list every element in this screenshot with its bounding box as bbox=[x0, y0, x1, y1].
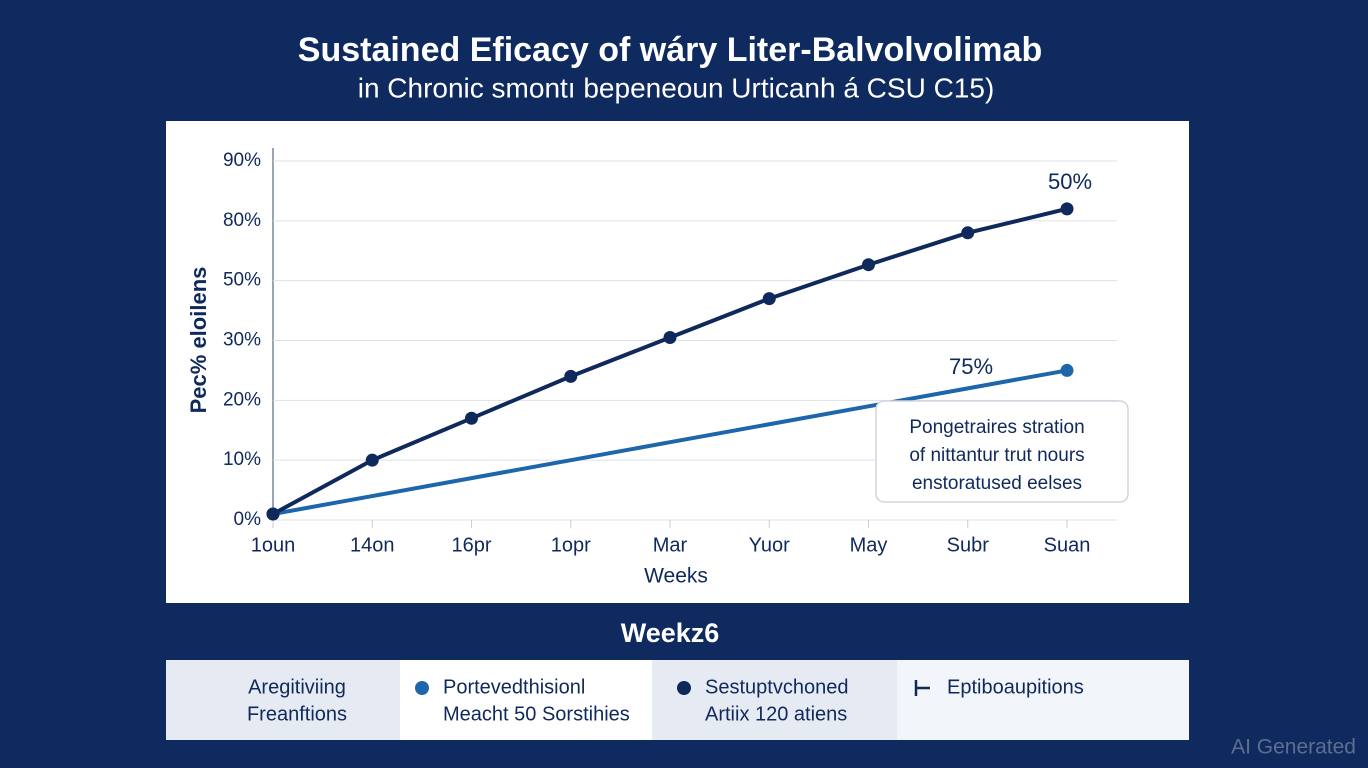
legend-text: Artiix 120 atiens bbox=[705, 703, 847, 725]
x-tick-label: 16pr bbox=[451, 534, 491, 556]
legend-entry: Sestuptvchoned bbox=[705, 676, 848, 698]
annotation: 50% bbox=[1048, 169, 1092, 194]
y-tick-label: 90% bbox=[223, 150, 261, 171]
callout-text: Pongetraires stration bbox=[909, 417, 1084, 438]
data-point bbox=[1060, 202, 1074, 216]
legend-cell bbox=[400, 660, 652, 740]
x-tick-label: 1opr bbox=[551, 534, 591, 556]
y-tick-label: 10% bbox=[223, 449, 261, 470]
legend-swatch bbox=[677, 681, 691, 695]
series-line bbox=[272, 368, 1068, 516]
legend-text: Freanftions bbox=[247, 703, 347, 725]
data-point bbox=[862, 258, 875, 272]
callout-text: of nittantur trut nours bbox=[909, 445, 1084, 466]
x-tick-label: Suan bbox=[1044, 534, 1091, 556]
data-point bbox=[365, 453, 379, 467]
data-point bbox=[762, 292, 776, 306]
data-point bbox=[1060, 363, 1074, 377]
chart-subtitle: in Chronic smontı bepeneoun Urticanh á C… bbox=[358, 72, 995, 103]
legend-swatch bbox=[415, 681, 429, 695]
legend-text: Meacht 50 Sorstihies bbox=[443, 703, 630, 725]
legend-entry: Portevedthisionl bbox=[443, 676, 585, 698]
y-tick-label: 50% bbox=[223, 270, 261, 291]
callout-box bbox=[875, 400, 1129, 503]
y-tick-label: 80% bbox=[223, 210, 261, 231]
section-heading: Weekz6 bbox=[621, 618, 720, 648]
legend-cell bbox=[166, 660, 400, 740]
watermark: AI Generated bbox=[1231, 736, 1356, 759]
legend-text: Eptiboaupitions bbox=[947, 676, 1084, 698]
y-tick-label: 20% bbox=[223, 389, 261, 410]
x-tick-label: Mar bbox=[653, 534, 688, 556]
legend-icon bbox=[914, 680, 930, 696]
y-tick-label: 30% bbox=[223, 330, 261, 351]
x-tick-label: May bbox=[850, 534, 888, 556]
y-axis-label: Pec% eloilens bbox=[186, 267, 211, 414]
x-tick-label: Subr bbox=[947, 534, 990, 556]
legend-cell bbox=[652, 660, 897, 740]
x-tick-label: 14on bbox=[350, 534, 395, 556]
annotation: 75% bbox=[949, 354, 993, 379]
data-point bbox=[465, 411, 478, 425]
y-tick-label: 0% bbox=[234, 509, 262, 530]
callout-text: enstoratused eelses bbox=[912, 473, 1082, 494]
legend-text: Aregitiviing bbox=[248, 676, 346, 698]
data-point bbox=[564, 369, 578, 383]
legend-cell bbox=[897, 660, 1189, 740]
x-tick-label: 1oun bbox=[251, 534, 296, 556]
x-tick-label: Yuor bbox=[749, 534, 790, 556]
data-point bbox=[961, 226, 975, 240]
data-point bbox=[266, 507, 280, 521]
plot-panel bbox=[166, 121, 1189, 603]
data-point bbox=[663, 331, 677, 345]
chart-title: Sustained Eficacy of wáry Liter-Balvolvo… bbox=[298, 31, 1042, 69]
x-axis-label: Weeks bbox=[644, 565, 708, 588]
